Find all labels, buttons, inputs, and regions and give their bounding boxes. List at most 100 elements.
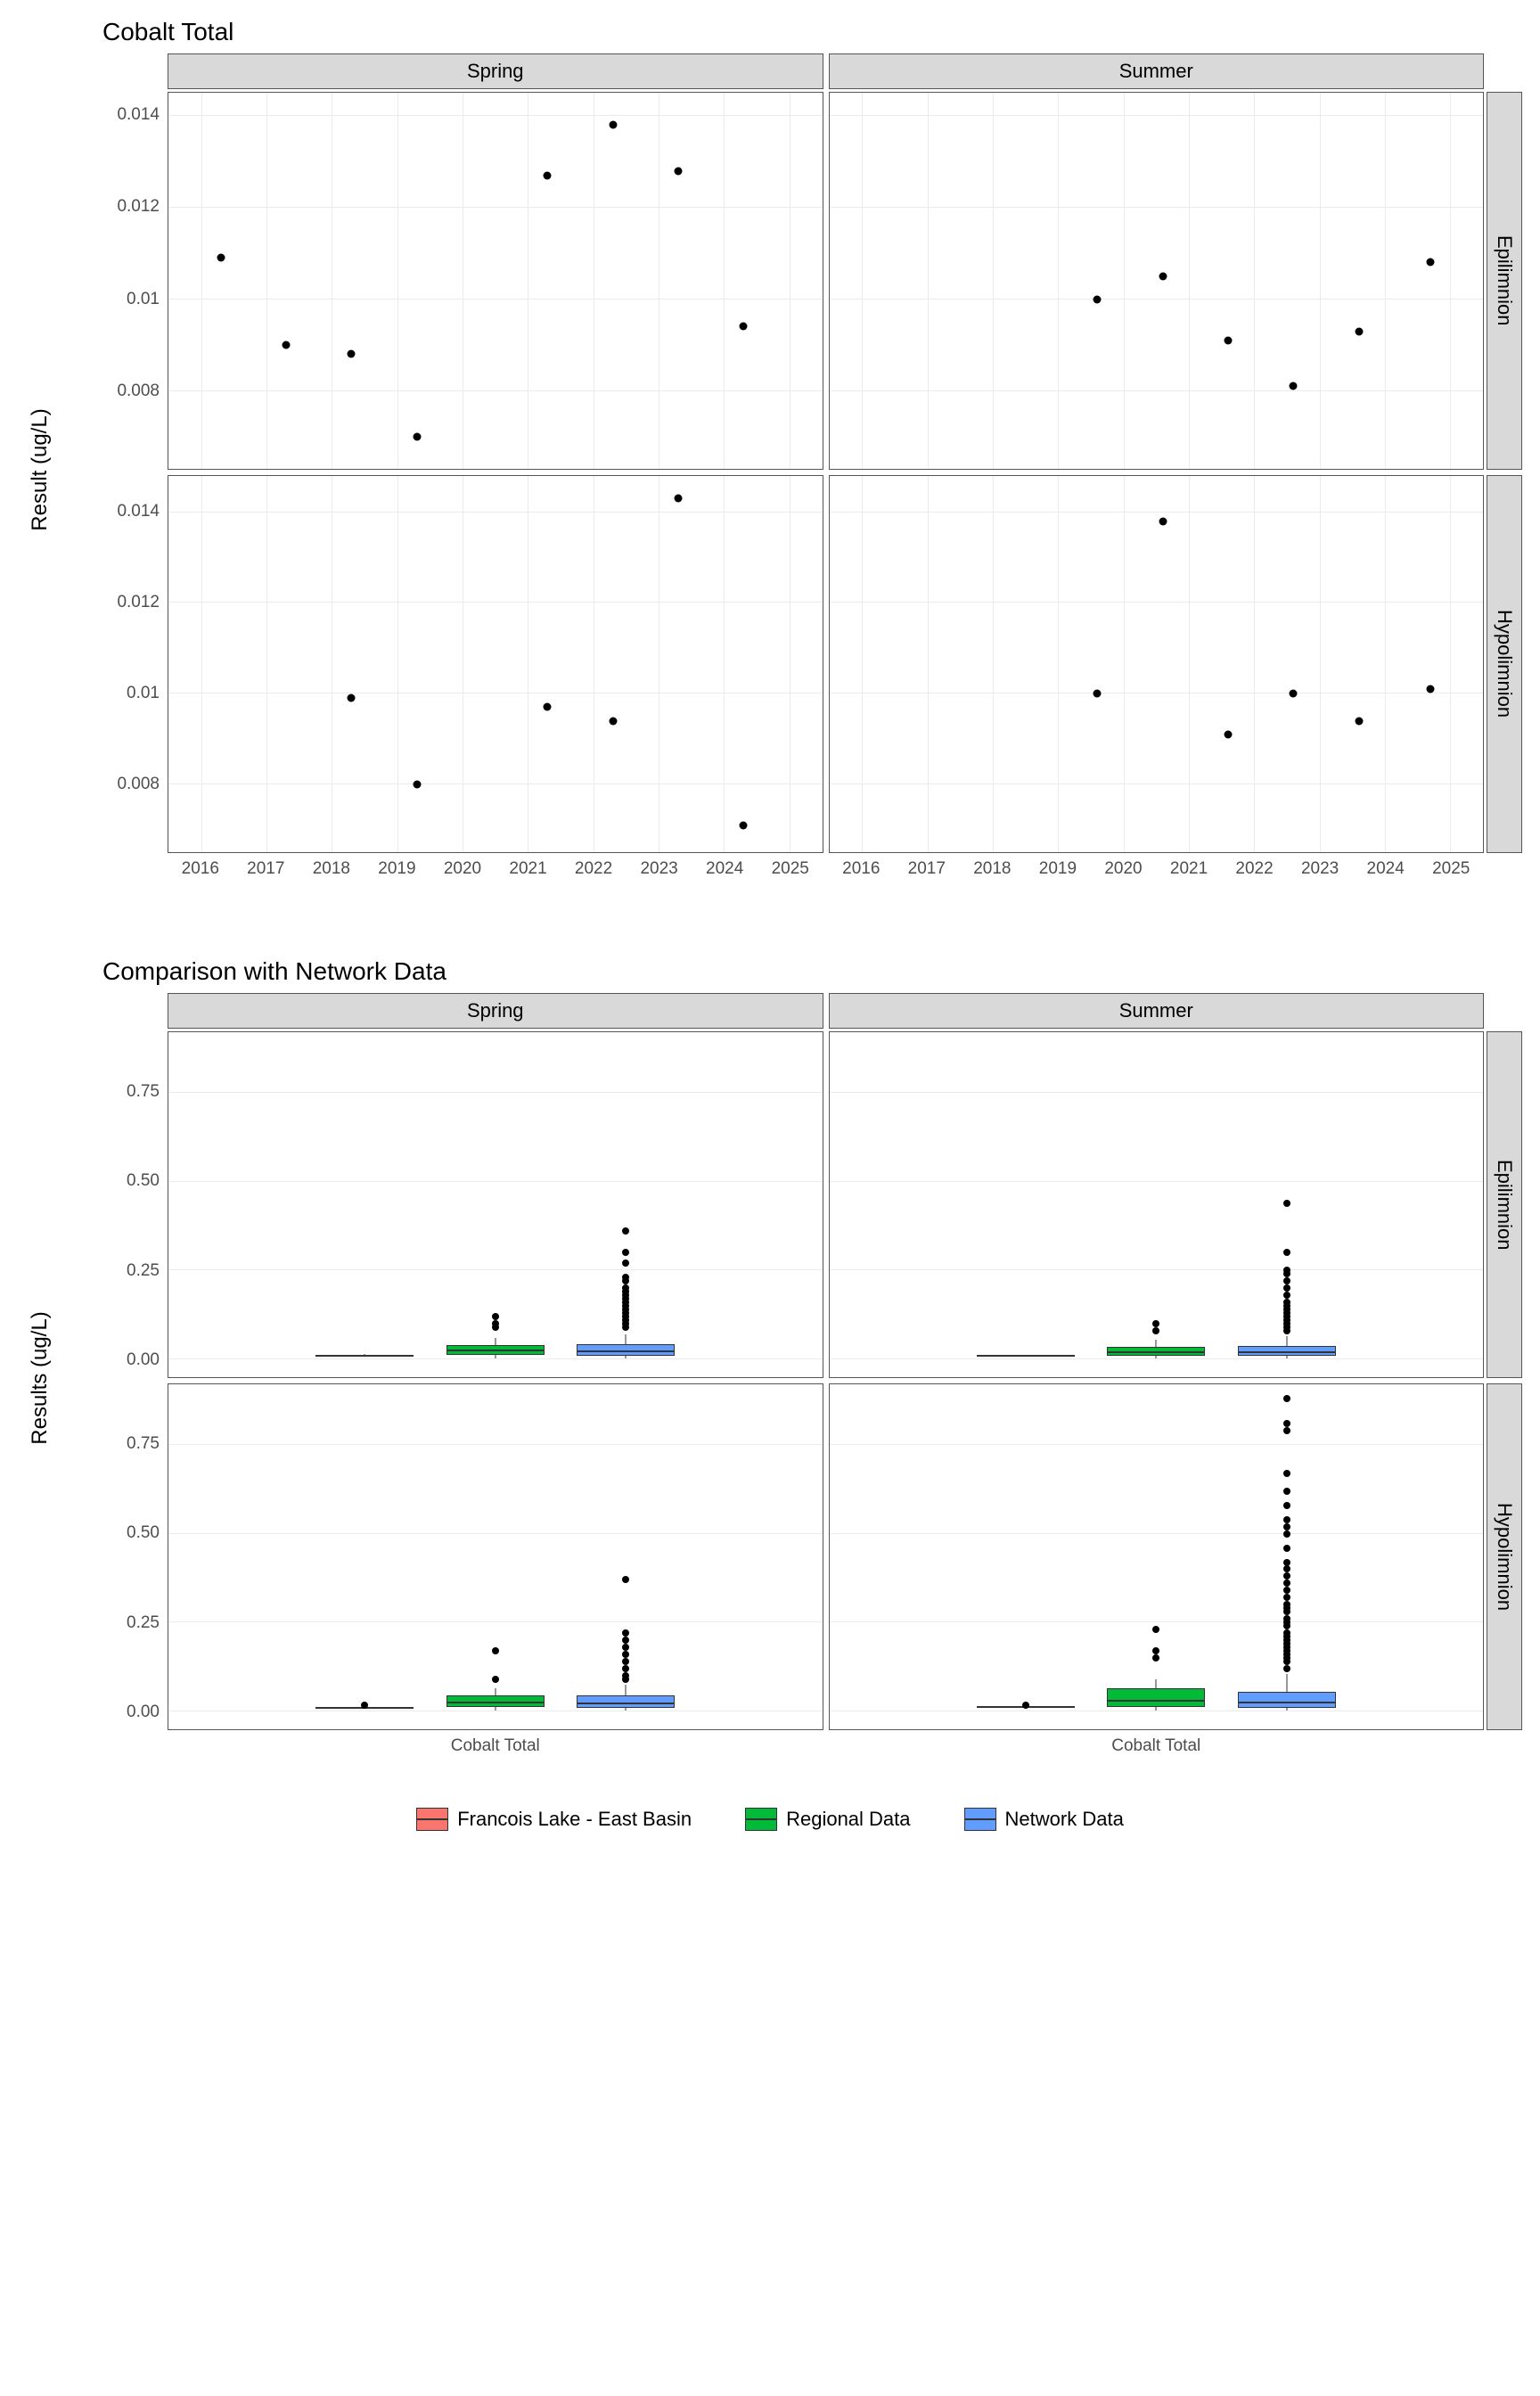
outlier-point <box>1283 1615 1290 1622</box>
outlier-point <box>1283 1284 1290 1292</box>
legend-key <box>964 1808 996 1831</box>
y-tick: 0.01 <box>127 290 160 309</box>
outlier-point <box>1283 1523 1290 1530</box>
data-point <box>675 495 683 503</box>
legend-label: Regional Data <box>786 1808 910 1831</box>
outlier-point <box>1283 1200 1290 1207</box>
data-point <box>1094 690 1102 698</box>
outlier-point <box>1152 1327 1159 1334</box>
outlier-point <box>361 1702 368 1709</box>
data-point <box>675 167 683 175</box>
y-tick: 0.50 <box>127 1171 160 1191</box>
legend-item: Francois Lake - East Basin <box>416 1808 692 1831</box>
panel <box>168 475 823 853</box>
outlier-point <box>1283 1502 1290 1509</box>
col-strip: Spring <box>168 53 823 89</box>
bottom-title: Comparison with Network Data <box>102 957 1522 986</box>
x-tick: 2021 <box>1170 859 1208 879</box>
col-strip: Summer <box>829 53 1485 89</box>
x-tick: 2016 <box>842 859 880 879</box>
data-point <box>609 717 617 725</box>
y-tick: 0.75 <box>127 1082 160 1102</box>
y-tick: 0.008 <box>117 775 160 794</box>
outlier-point <box>1283 1580 1290 1587</box>
y-tick: 0.75 <box>127 1434 160 1454</box>
outlier-point <box>1283 1395 1290 1402</box>
outlier-point <box>622 1644 629 1651</box>
boxplot-box <box>577 1695 675 1708</box>
outlier-point <box>622 1274 629 1281</box>
outlier-point <box>492 1313 499 1320</box>
boxplot-box <box>1238 1346 1336 1356</box>
outlier-point <box>1283 1572 1290 1580</box>
outlier-point <box>622 1651 629 1658</box>
legend-item: Network Data <box>964 1808 1124 1831</box>
x-tick: 2016 <box>182 859 219 879</box>
outlier-point <box>1283 1488 1290 1495</box>
boxplot-box <box>446 1345 545 1355</box>
outlier-point <box>622 1637 629 1644</box>
outlier-point <box>1152 1647 1159 1654</box>
data-point <box>283 341 291 349</box>
panel <box>829 92 1485 470</box>
data-point <box>1290 382 1298 390</box>
data-point <box>1224 730 1232 738</box>
data-point <box>1290 690 1298 698</box>
panel <box>168 1031 823 1378</box>
bottom-chart: Comparison with Network Data Results (ug… <box>18 957 1522 1763</box>
outlier-point <box>622 1260 629 1267</box>
outlier-point <box>622 1672 629 1679</box>
boxplot-box <box>446 1695 545 1707</box>
data-point <box>544 171 552 179</box>
legend-key <box>745 1808 777 1831</box>
outlier-point <box>622 1658 629 1665</box>
panel <box>829 1031 1485 1378</box>
outlier-point <box>1283 1267 1290 1274</box>
row-strip: Hypolimnion <box>1487 1383 1522 1730</box>
top-ylabel: Result (ug/L) <box>28 408 53 530</box>
outlier-point <box>622 1576 629 1583</box>
bottom-facet-grid: Results (ug/L) SpringSummer0.000.250.500… <box>102 993 1522 1763</box>
outlier-point <box>622 1227 629 1235</box>
outlier-point <box>1283 1470 1290 1477</box>
data-point <box>1355 717 1363 725</box>
outlier-point <box>1283 1530 1290 1538</box>
data-point <box>348 694 356 702</box>
data-point <box>413 432 421 440</box>
outlier-point <box>1283 1559 1290 1566</box>
data-point <box>544 703 552 711</box>
x-tick: 2018 <box>973 859 1011 879</box>
x-tick: Cobalt Total <box>451 1736 540 1756</box>
outlier-point <box>1283 1299 1290 1306</box>
x-tick: 2025 <box>1432 859 1470 879</box>
x-tick: Cobalt Total <box>1111 1736 1200 1756</box>
row-strip: Hypolimnion <box>1487 475 1522 853</box>
top-title: Cobalt Total <box>102 18 1522 46</box>
y-tick: 0.50 <box>127 1523 160 1543</box>
top-chart: Cobalt Total Result (ug/L) SpringSummer 0… <box>18 18 1522 886</box>
outlier-point <box>1283 1565 1290 1572</box>
outlier-point <box>1283 1545 1290 1552</box>
data-point <box>1427 258 1435 267</box>
data-point <box>1427 685 1435 693</box>
x-tick: 2023 <box>640 859 677 879</box>
data-point <box>1159 272 1167 280</box>
col-strip: Spring <box>168 993 823 1029</box>
x-tick: 2024 <box>1367 859 1405 879</box>
bottom-ylabel: Results (ug/L) <box>28 1311 53 1444</box>
boxplot-box <box>577 1344 675 1356</box>
outlier-point <box>1283 1292 1290 1299</box>
legend-item: Regional Data <box>745 1808 910 1831</box>
boxplot-box <box>977 1355 1075 1357</box>
data-point <box>348 350 356 358</box>
outlier-point <box>1022 1702 1029 1709</box>
boxplot-box <box>1107 1347 1205 1356</box>
outlier-point <box>1283 1587 1290 1594</box>
y-tick: 0.012 <box>117 593 160 612</box>
x-tick: 2017 <box>908 859 946 879</box>
data-point <box>217 254 225 262</box>
outlier-point <box>1283 1277 1290 1284</box>
panel <box>168 1383 823 1730</box>
data-point <box>1224 336 1232 344</box>
x-tick: 2017 <box>247 859 284 879</box>
